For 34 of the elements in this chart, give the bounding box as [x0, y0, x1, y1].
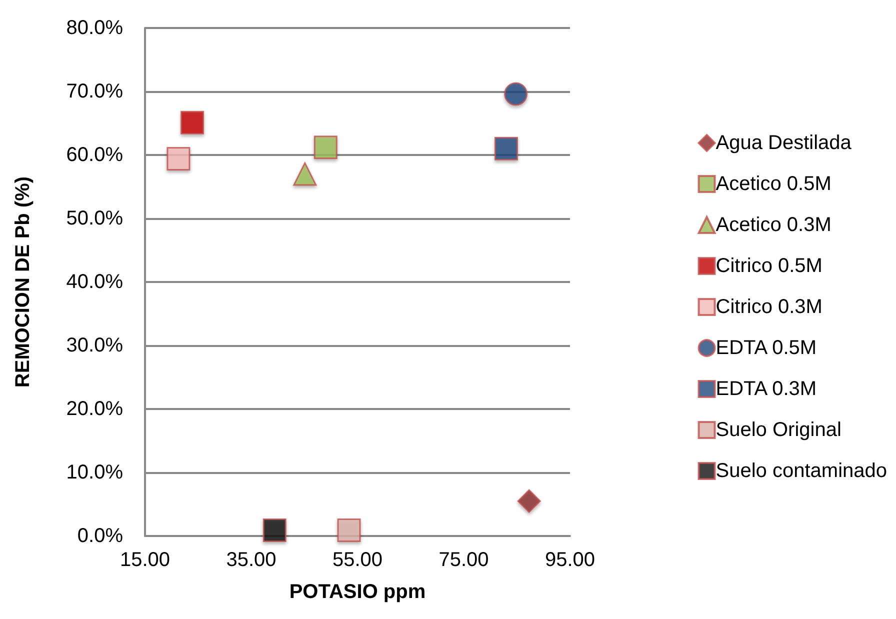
legend-label: Citrico 0.3M: [716, 296, 822, 318]
y-tick-label: 60.0%: [66, 144, 124, 166]
legend-label: Citrico 0.5M: [716, 255, 822, 277]
x-tick-label: 75.00: [438, 549, 489, 571]
y-tick-label: 20.0%: [66, 398, 124, 420]
point: [517, 489, 541, 513]
point: [504, 82, 528, 106]
point: [494, 136, 518, 160]
legend-label: Suelo contaminado: [716, 460, 888, 482]
y-tick-label: 80.0%: [66, 17, 124, 39]
legend-label: EDTA 0.3M: [716, 378, 817, 400]
point: [337, 518, 361, 542]
y-tick-label: 0.0%: [77, 525, 124, 547]
y-tick-label: 50.0%: [66, 208, 124, 230]
x-tick-label: 95.00: [544, 549, 596, 571]
x-tick-label: 15.00: [120, 549, 170, 571]
y-axis-title: REMOCION DE Pb (%): [12, 176, 34, 388]
y-tick-label: 70.0%: [66, 80, 124, 102]
y-tick-label: 40.0%: [66, 271, 124, 293]
point: [293, 162, 317, 186]
legend-label: Agua Destilada: [716, 132, 852, 154]
x-tick-label: 55.00: [332, 549, 383, 571]
point: [180, 110, 204, 134]
y-tick-label: 10.0%: [66, 462, 124, 484]
point: [262, 518, 286, 542]
x-tick-label: 35.00: [226, 549, 276, 571]
legend-label: Acetico 0.5M: [716, 173, 832, 195]
point: [314, 136, 338, 160]
legend-label: EDTA 0.5M: [716, 337, 817, 359]
x-axis-title: POTASIO ppm: [289, 581, 426, 603]
point: [166, 147, 190, 171]
y-tick-label: 30.0%: [66, 334, 124, 356]
legend-label: Suelo Original: [716, 419, 842, 441]
legend-label: Acetico 0.3M: [716, 214, 832, 236]
